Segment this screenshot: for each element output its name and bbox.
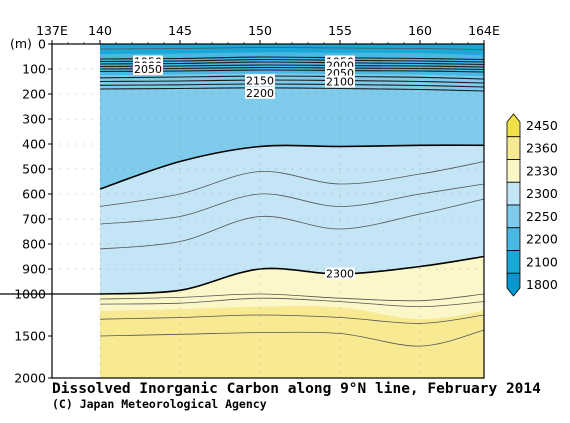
x-tick-label: 137E	[36, 23, 68, 38]
colorbar-swatch	[506, 227, 521, 251]
thermocline-contour-4	[99, 66, 485, 71]
y-tick-label: 2000	[14, 371, 46, 386]
colorbar-swatch	[506, 181, 521, 206]
y-tick-label: 900	[22, 262, 46, 277]
y-axis: 100 200 300 400 500 600 700 800 900 1000 1500 2000 0	[14, 37, 52, 386]
thermocline-contours	[99, 56, 485, 92]
colorbar-label: 2450	[526, 118, 558, 133]
colorbar-swatch	[506, 250, 521, 274]
colorbar-label: 2250	[526, 209, 558, 224]
colorbar-label: 2330	[526, 163, 558, 178]
contour-label-bg	[133, 63, 163, 75]
x-tick-label: 160	[408, 23, 432, 38]
colorbar-swatch	[506, 272, 521, 297]
colorbar-label: 2300	[526, 186, 558, 201]
contour-2200	[99, 144, 485, 190]
contour-label-bg	[325, 267, 355, 280]
thermocline-contour-3	[99, 64, 485, 68]
y-tick-label: 600	[22, 187, 46, 202]
chart-title: Dissolved Inorganic Carbon along 9°N lin…	[52, 381, 541, 397]
thermocline-contour-7	[99, 79, 485, 84]
colorbar-swatch	[506, 159, 521, 183]
colorbar-swatch	[506, 113, 521, 138]
credit-line: (C) Japan Meteorological Agency	[52, 397, 267, 411]
y-axis-unit-label: (m)	[10, 36, 32, 51]
x-tick-label: 145	[168, 23, 192, 38]
colorbar: 2450 2360 2330 2300 2250 2200 2100 1800	[506, 113, 558, 297]
colorbar-label: 2200	[526, 232, 558, 247]
y-tick-label: 500	[22, 162, 46, 177]
x-tick-label: 164E	[468, 23, 500, 38]
y-tick-label: 800	[22, 237, 46, 252]
contour-label-bg	[245, 86, 275, 99]
dotted-gridlines	[52, 44, 484, 378]
y-tick-label: 100	[22, 62, 46, 77]
thin-contour-1	[99, 161, 485, 207]
contour-2300	[99, 255, 485, 295]
contour-label-2150: 2150	[246, 74, 274, 87]
y-tick-label: 0	[38, 37, 46, 52]
no-data-region	[52, 44, 100, 378]
colorbar-label: 2360	[526, 141, 558, 156]
plot-frame	[51, 43, 485, 379]
band-1800-2100	[100, 44, 484, 56]
y-tick-label: 1000	[14, 287, 46, 302]
thermocline-contour-1	[99, 58, 485, 63]
y-tick-label: 200	[22, 87, 46, 102]
colorbar-label: 1800	[526, 277, 558, 292]
contour-label-bg	[245, 74, 275, 87]
contour-label-bg	[325, 75, 355, 88]
thick-contours	[99, 144, 485, 295]
thin-contour-5	[99, 297, 485, 308]
thermocline-contour-6	[99, 75, 485, 80]
x-tick-label: 150	[248, 23, 272, 38]
thin-contour-2	[99, 183, 485, 225]
thin-contour-3	[99, 198, 485, 250]
thermocline-contour-2	[99, 61, 485, 66]
thin-contour-0	[99, 47, 485, 50]
x-tick-label: 155	[328, 23, 352, 38]
y-tick-label: 1500	[14, 329, 46, 344]
y-tick-label: 300	[22, 112, 46, 127]
contour-label-2050: 2050	[134, 63, 162, 76]
thin-contour-7	[99, 329, 485, 347]
contour-labels: 1950200020502150220019502000205021002300	[133, 55, 355, 281]
thermocline-contour-0	[99, 56, 485, 61]
thermocline-contour-9	[99, 87, 485, 92]
thin-contour-4	[99, 293, 485, 302]
thermocline-contour-5	[99, 69, 485, 73]
no-data-fill	[52, 44, 100, 378]
contour-label-2200: 2200	[246, 87, 274, 100]
y-tick-label: 700	[22, 212, 46, 227]
x-tick-label: 140	[88, 23, 112, 38]
x-axis: 137E 140 145 150 155 160 164E	[36, 23, 500, 44]
colorbar-swatch	[506, 204, 521, 229]
contour-label-2300: 2300	[326, 268, 354, 281]
thin-contour-6	[99, 314, 485, 324]
thin-contours	[99, 47, 485, 347]
colorbar-label: 2100	[526, 254, 558, 269]
colorbar-swatch	[506, 136, 521, 160]
y-tick-label: 400	[22, 137, 46, 152]
contour-label-2100: 2100	[326, 76, 354, 89]
thermocline-contour-8	[99, 83, 485, 88]
